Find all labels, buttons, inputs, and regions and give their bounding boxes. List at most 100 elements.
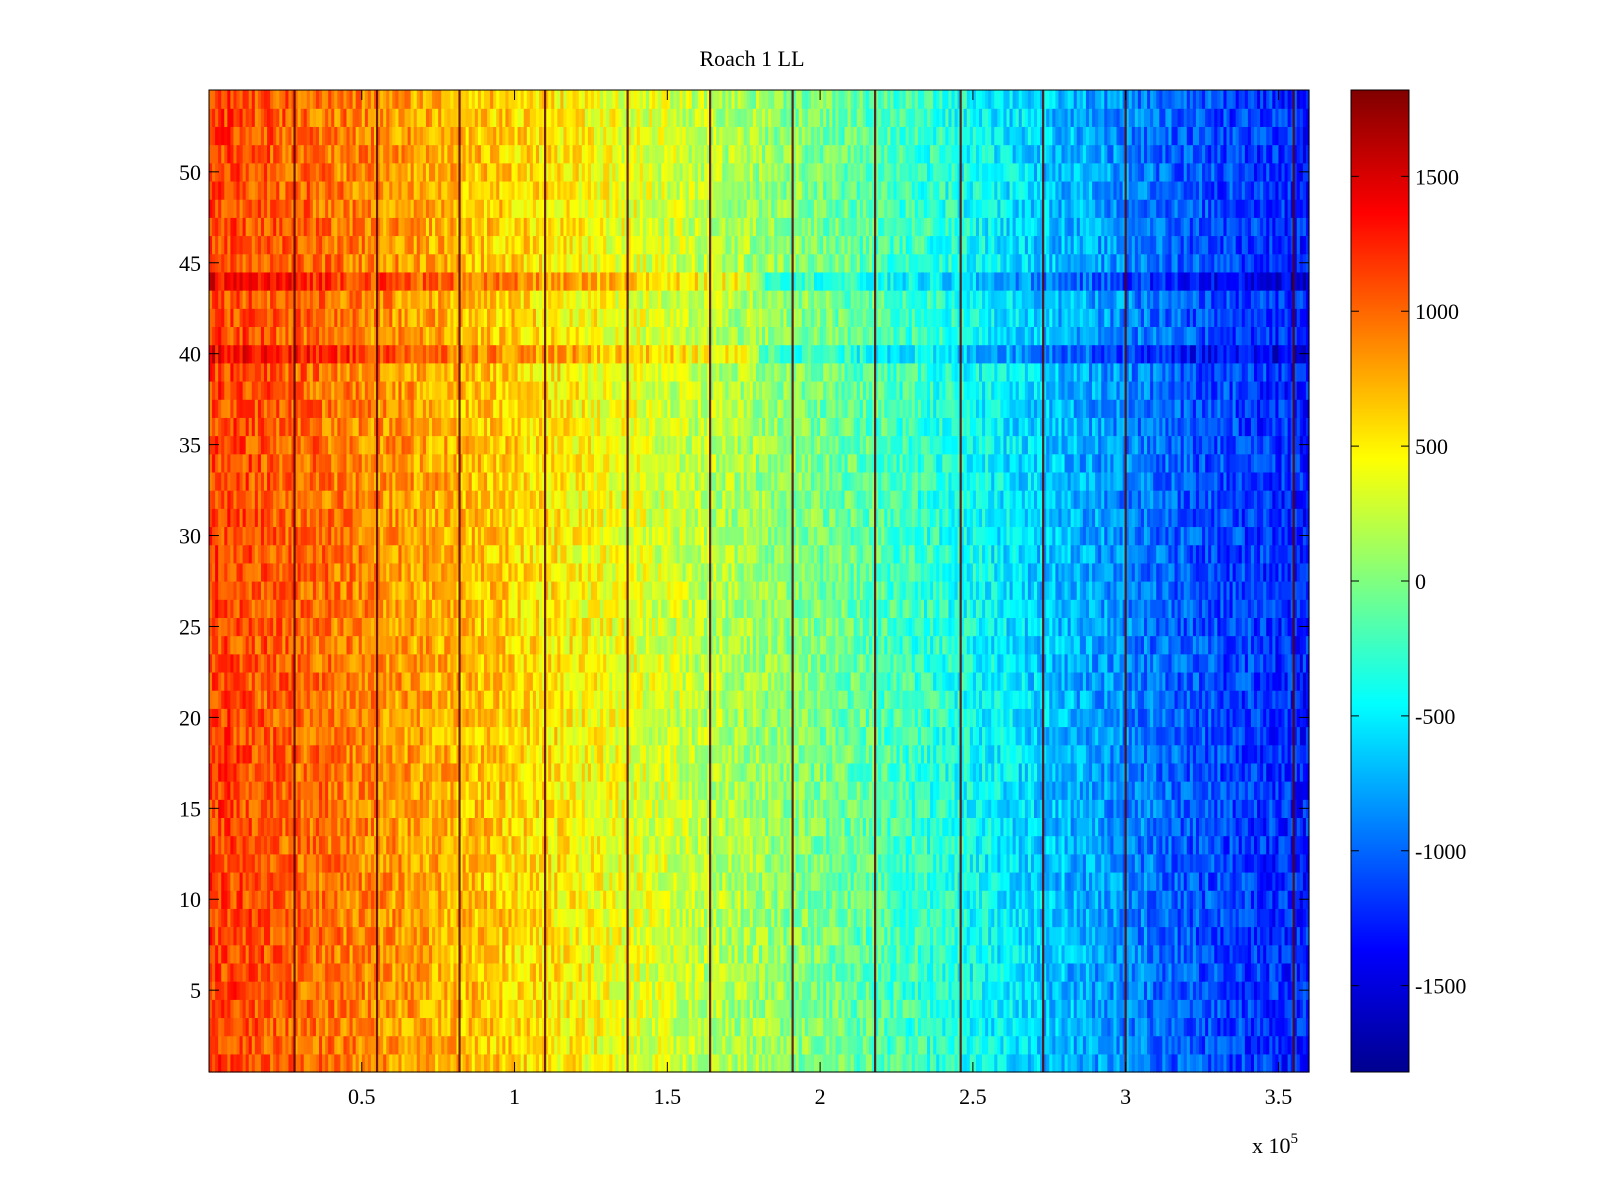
heat-cell bbox=[1244, 981, 1249, 1000]
heat-cell bbox=[1092, 908, 1096, 928]
heat-cell bbox=[563, 962, 568, 982]
heat-cell bbox=[749, 944, 754, 964]
heat-cell bbox=[991, 1017, 995, 1037]
heat-cell bbox=[707, 1053, 711, 1073]
heat-cell bbox=[685, 926, 690, 946]
heat-cell bbox=[1027, 908, 1032, 928]
heat-cell bbox=[624, 999, 629, 1019]
heat-cell bbox=[511, 999, 516, 1019]
heat-cell bbox=[1018, 944, 1023, 964]
heat-cell bbox=[740, 1053, 745, 1073]
heat-cell bbox=[535, 1053, 540, 1073]
heat-cell bbox=[260, 1035, 265, 1055]
heat-cell bbox=[829, 1017, 833, 1037]
heat-cell bbox=[511, 981, 516, 1000]
heat-cell bbox=[425, 962, 430, 982]
heat-cell bbox=[239, 944, 244, 964]
heat-cell bbox=[1076, 999, 1081, 1019]
heat-cell bbox=[633, 1053, 638, 1073]
heat-cell bbox=[655, 926, 659, 946]
heat-cell bbox=[248, 962, 253, 982]
heat-cell bbox=[1263, 999, 1267, 1019]
heat-cell bbox=[239, 890, 244, 909]
heat-cell bbox=[1275, 1053, 1280, 1073]
heat-cell bbox=[948, 926, 953, 946]
heat-cell bbox=[930, 890, 934, 909]
heat-cell bbox=[679, 1053, 684, 1073]
heat-cell bbox=[691, 1053, 696, 1073]
heat-cell bbox=[762, 981, 766, 1000]
heat-cell bbox=[508, 944, 513, 964]
heat-cell bbox=[1006, 962, 1011, 982]
heat-cell bbox=[468, 999, 473, 1019]
heat-cell bbox=[557, 1053, 561, 1073]
heat-cell bbox=[1092, 1035, 1096, 1055]
heat-cell bbox=[410, 962, 415, 982]
heat-cell bbox=[484, 981, 488, 1000]
heat-cell bbox=[566, 1017, 571, 1037]
heat-cell bbox=[1223, 908, 1228, 928]
heat-cell bbox=[1128, 981, 1133, 1000]
heat-cell bbox=[459, 890, 464, 909]
heat-cell bbox=[1125, 981, 1130, 1000]
heat-cell bbox=[374, 890, 378, 909]
heat-cell bbox=[838, 926, 843, 946]
heat-cell bbox=[1299, 1017, 1304, 1037]
heat-cell bbox=[1034, 908, 1038, 928]
heat-cell bbox=[771, 1035, 775, 1055]
heat-cell bbox=[535, 908, 540, 928]
heat-cell bbox=[728, 1035, 733, 1055]
heat-cell bbox=[1021, 926, 1026, 946]
heat-cell bbox=[642, 962, 647, 982]
heat-cell bbox=[963, 1053, 968, 1073]
heat-cell bbox=[875, 908, 879, 928]
heat-cell bbox=[352, 1017, 357, 1037]
heat-cell bbox=[1290, 1017, 1295, 1037]
heat-cell bbox=[780, 908, 785, 928]
heat-cell bbox=[707, 890, 711, 909]
heat-cell bbox=[716, 908, 720, 928]
heat-cell bbox=[1052, 1035, 1056, 1055]
heat-cell bbox=[685, 908, 690, 928]
heat-cell bbox=[340, 962, 345, 982]
heat-cell bbox=[1070, 962, 1075, 982]
heat-cell bbox=[759, 999, 763, 1019]
heat-cell bbox=[1104, 908, 1108, 928]
heat-cell bbox=[914, 944, 919, 964]
heat-cell bbox=[1137, 944, 1142, 964]
heat-cell bbox=[239, 962, 244, 982]
heat-cell bbox=[1293, 926, 1298, 946]
heat-cell bbox=[777, 908, 781, 928]
heat-cell bbox=[1275, 944, 1280, 964]
heat-cell bbox=[1009, 1017, 1014, 1037]
heat-cell bbox=[707, 981, 711, 1000]
heat-cell bbox=[752, 1017, 757, 1037]
heat-cell bbox=[548, 944, 552, 964]
heat-cell bbox=[1257, 1035, 1261, 1055]
heat-cell bbox=[1000, 908, 1005, 928]
heat-cell bbox=[279, 981, 283, 1000]
heat-cell bbox=[1220, 962, 1225, 982]
heat-cell bbox=[346, 908, 351, 928]
heat-cell bbox=[618, 1017, 623, 1037]
heat-cell bbox=[334, 1035, 338, 1055]
heat-cell bbox=[606, 999, 610, 1019]
heat-cell bbox=[1095, 926, 1099, 946]
heat-cell bbox=[743, 981, 748, 1000]
heat-cell bbox=[768, 1035, 772, 1055]
heat-cell bbox=[1202, 962, 1206, 982]
heat-cell bbox=[1250, 908, 1255, 928]
heat-cell bbox=[380, 908, 384, 928]
heat-cell bbox=[404, 1017, 409, 1037]
heat-cell bbox=[902, 1053, 907, 1073]
heat-cell bbox=[441, 1053, 445, 1073]
heat-cell bbox=[1238, 962, 1243, 982]
heat-cell bbox=[676, 926, 681, 946]
heat-cell bbox=[477, 944, 482, 964]
heat-cell bbox=[1150, 1035, 1154, 1055]
heat-cell bbox=[667, 999, 671, 1019]
heat-cell bbox=[563, 1053, 568, 1073]
heat-cell bbox=[1266, 981, 1270, 1000]
heat-cell bbox=[917, 944, 922, 964]
heat-cell bbox=[872, 999, 876, 1019]
